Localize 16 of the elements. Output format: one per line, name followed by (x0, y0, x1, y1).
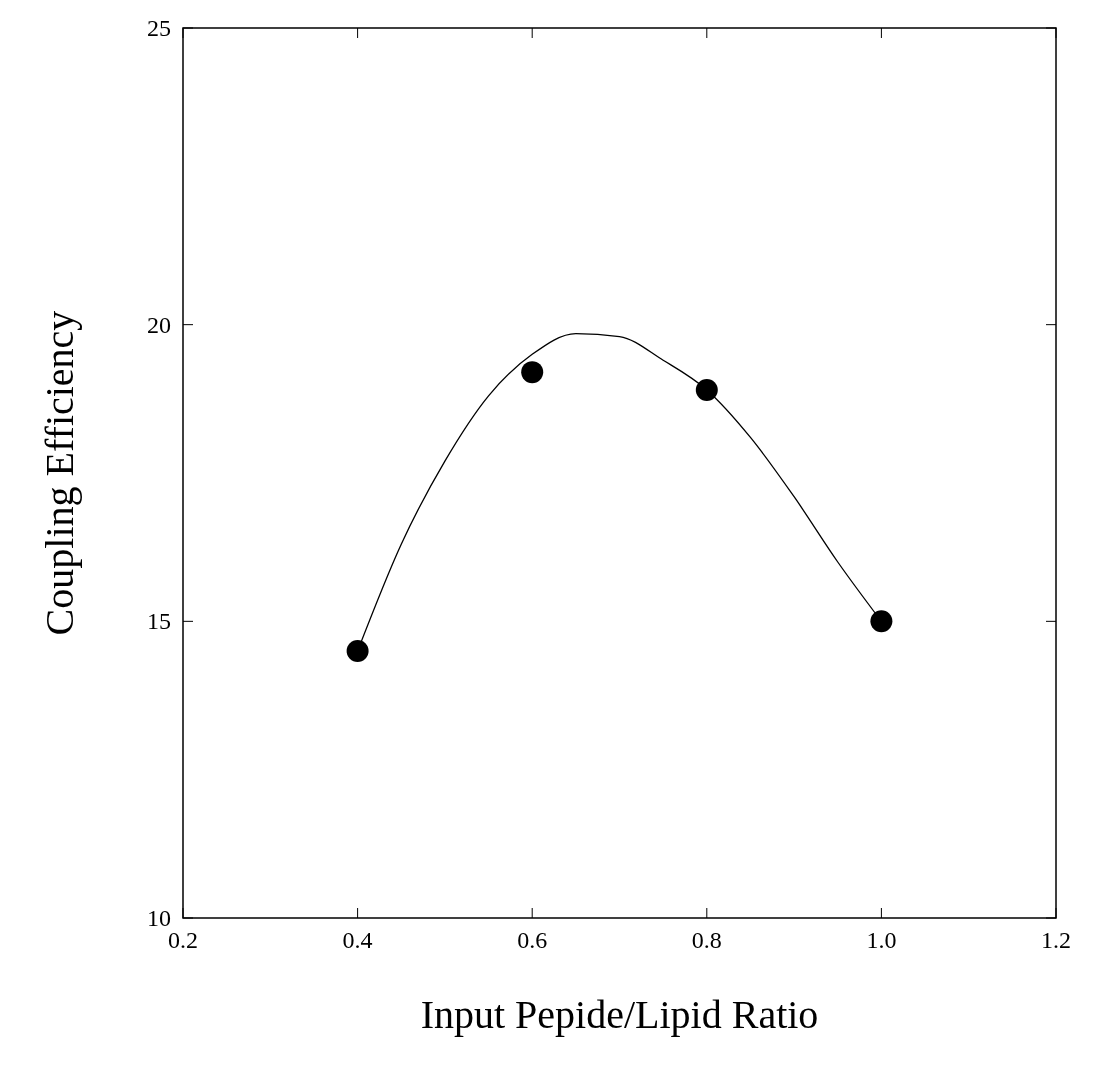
x-tick-label: 0.8 (691, 927, 722, 953)
y-tick-label: 15 (147, 608, 171, 635)
point (346, 640, 369, 662)
y-tick-label: 10 (147, 905, 171, 931)
x-tick-label: 0.6 (517, 927, 548, 953)
y-axis-title: Coupling Efficiency (37, 310, 82, 636)
x-tick-label: 1.2 (1041, 927, 1071, 953)
y-tick-label: 25 (147, 15, 171, 41)
point (521, 361, 544, 384)
x-tick-label: 0.4 (342, 927, 373, 953)
x-tick-label: 0.2 (168, 927, 198, 953)
point (695, 378, 718, 401)
x-tick-label: 1.0 (866, 927, 897, 953)
y-tick-label: 20 (147, 311, 171, 338)
x-axis-title: Input Pepide/Lipid Ratio (420, 992, 819, 1037)
point (870, 610, 893, 633)
